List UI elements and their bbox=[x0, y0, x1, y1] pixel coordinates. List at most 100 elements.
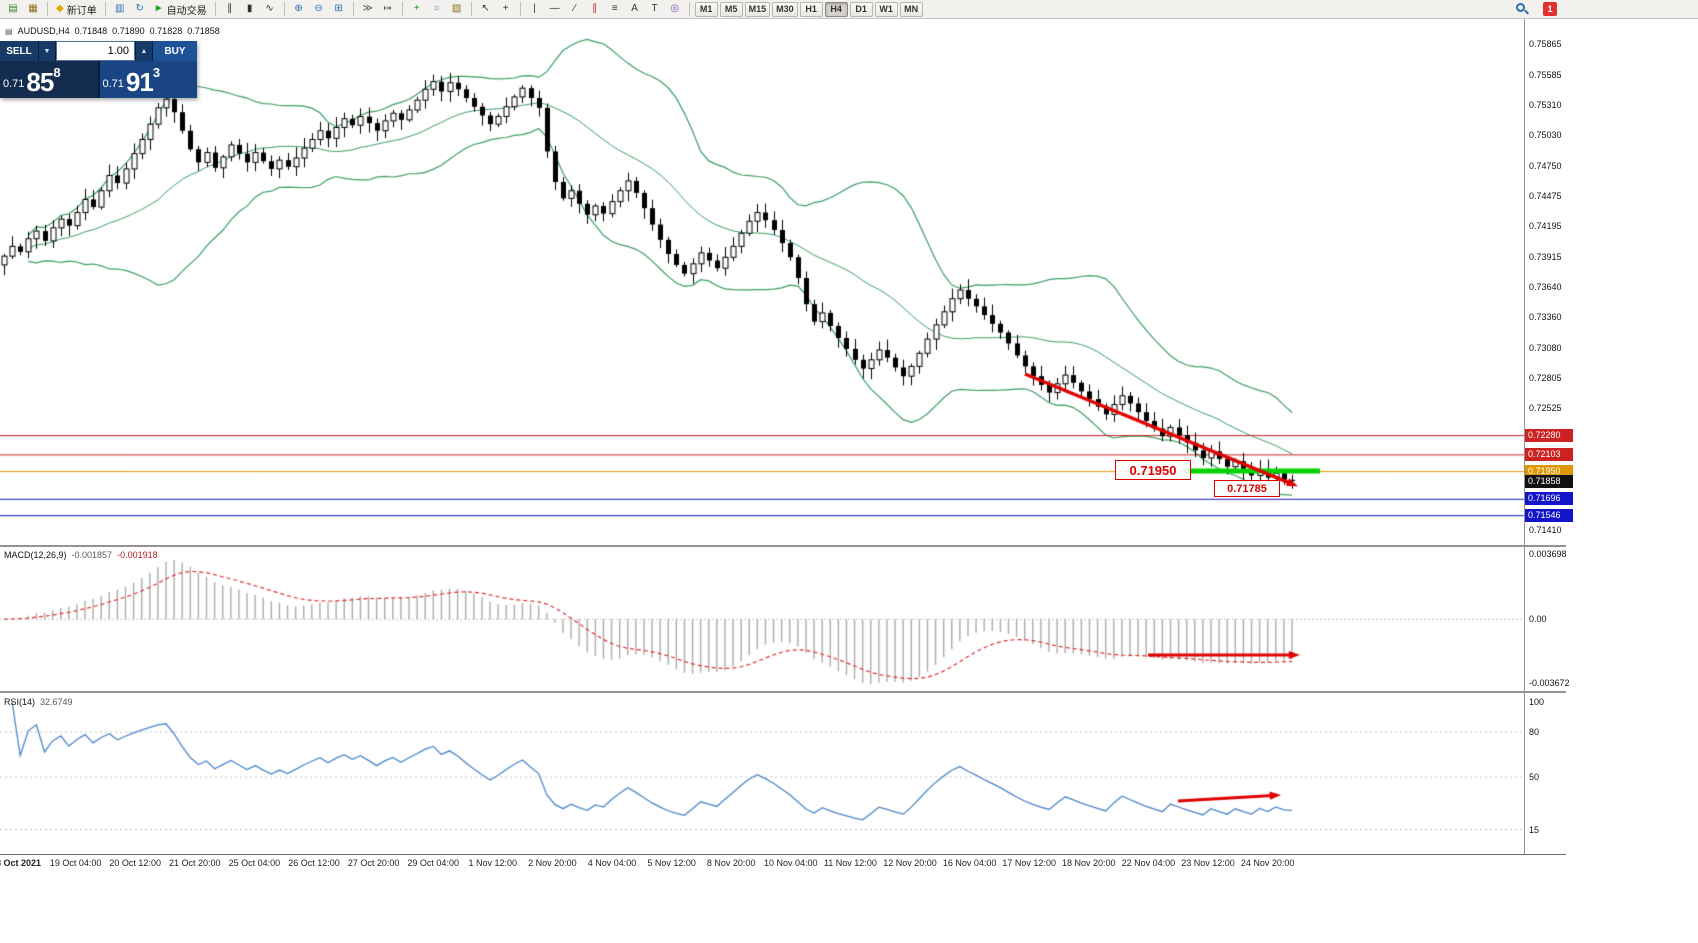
template-icon-glyph: ▨ bbox=[451, 3, 462, 14]
timeframe-m15[interactable]: M15 bbox=[744, 1, 771, 17]
new-order-button-glyph: ◆ bbox=[56, 3, 64, 14]
macd-axis-label: 0.003698 bbox=[1529, 549, 1567, 559]
text-icon-glyph: A bbox=[631, 3, 638, 14]
channel-icon[interactable]: ∥ bbox=[586, 1, 604, 17]
price-annotation-71950[interactable]: 0.71950 bbox=[1115, 460, 1191, 480]
fibonacci-icon[interactable]: ≡ bbox=[606, 1, 624, 17]
price-axis-label: 0.73915 bbox=[1529, 251, 1562, 262]
cursor-icon-glyph: ↖ bbox=[481, 3, 490, 14]
time-axis-label: 22 Nov 04:00 bbox=[1121, 858, 1176, 868]
auto-scroll-icon[interactable]: ≫ bbox=[359, 1, 377, 17]
chart-shift-icon[interactable]: ↦ bbox=[379, 1, 397, 17]
price-annotation-71785[interactable]: 0.71785 bbox=[1214, 480, 1280, 497]
tile-windows-icon[interactable]: ⊞ bbox=[330, 1, 348, 17]
period-icon[interactable]: ○ bbox=[428, 1, 446, 17]
toolbar-separator bbox=[47, 2, 48, 16]
symbol-close: 0.71858 bbox=[187, 26, 220, 36]
price-badge-0.71858: 0.71858 bbox=[1525, 474, 1573, 488]
rsi-axis-label: 50 bbox=[1529, 772, 1540, 782]
symbol-high: 0.71890 bbox=[112, 26, 145, 36]
price-axis-line bbox=[1524, 19, 1525, 855]
buy-price-sup: 3 bbox=[152, 65, 161, 80]
symbol-low: 0.71828 bbox=[149, 26, 183, 36]
bar-chart-icon[interactable]: ∥ bbox=[221, 1, 239, 17]
macd-panel-divider[interactable] bbox=[0, 545, 1566, 547]
notification-badge[interactable]: 1 bbox=[1543, 2, 1557, 16]
horizontal-line-icon[interactable]: — bbox=[546, 1, 564, 17]
profiles-icon-glyph: ▦ bbox=[28, 3, 38, 14]
chart-shift-icon-glyph: ↦ bbox=[383, 3, 392, 14]
line-chart-icon[interactable]: ∿ bbox=[261, 1, 279, 17]
new-order-button[interactable]: ◆ 新订单 bbox=[53, 1, 100, 17]
buy-button[interactable]: BUY bbox=[153, 41, 197, 61]
macd-signal-value: -0.001918 bbox=[117, 550, 158, 560]
volume-up-button[interactable]: ▲ bbox=[135, 41, 153, 61]
timeframe-m30[interactable]: M30 bbox=[772, 1, 798, 17]
template-icon[interactable]: ▨ bbox=[448, 1, 466, 17]
volume-input[interactable]: 1.00 bbox=[56, 41, 135, 61]
timeframe-m1[interactable]: M1 bbox=[694, 1, 718, 17]
price-axis-label: 0.74195 bbox=[1529, 221, 1562, 232]
timeframe-m5[interactable]: M5 bbox=[719, 1, 743, 17]
one-click-trading-panel: SELL ▼ 1.00 ▲ BUY 0.71 85 8 0.71 91 3 bbox=[0, 41, 197, 98]
autotrade-button[interactable]: ► 自动交易 bbox=[151, 1, 210, 17]
toolbar-separator bbox=[214, 2, 216, 16]
zoom-out-icon[interactable]: ⊖ bbox=[310, 1, 328, 17]
toolbar-separator bbox=[104, 2, 106, 16]
trendline-icon[interactable]: ∕ bbox=[566, 1, 584, 17]
zoom-out-icon-glyph: ⊖ bbox=[314, 3, 323, 14]
buy-price[interactable]: 0.71 91 3 bbox=[99, 61, 197, 98]
toolbar-separator bbox=[470, 2, 472, 16]
sell-button[interactable]: SELL bbox=[0, 41, 38, 61]
candlestick-chart-icon[interactable]: ▮ bbox=[241, 1, 259, 17]
sell-price-sup: 8 bbox=[53, 65, 61, 80]
candlestick-chart-icon-glyph: ▮ bbox=[246, 3, 253, 14]
volume-down-button[interactable]: ▼ bbox=[38, 41, 56, 61]
rsi-value: 32.6749 bbox=[40, 697, 73, 707]
cursor-icon[interactable]: ↖ bbox=[477, 1, 495, 17]
add-indicator-icon[interactable]: + bbox=[408, 1, 426, 17]
add-indicator-icon-glyph: + bbox=[413, 3, 420, 14]
line-chart-icon-glyph: ∿ bbox=[265, 3, 274, 14]
symbol-name: AUDUSD,H4 bbox=[17, 26, 70, 36]
zoom-in-icon[interactable]: ⊕ bbox=[290, 1, 308, 17]
time-axis-label: 19 Oct 04:00 bbox=[49, 858, 102, 868]
trendline-icon-glyph: ∕ bbox=[573, 3, 576, 14]
vertical-line-icon[interactable]: | bbox=[526, 1, 544, 17]
profiles-icon[interactable]: ▦ bbox=[24, 1, 42, 17]
rsi-axis-label: 80 bbox=[1529, 727, 1540, 737]
price-axis-label: 0.73640 bbox=[1529, 281, 1562, 292]
buy-price-main: 0.71 bbox=[102, 78, 124, 90]
price-axis-label: 0.71410 bbox=[1529, 525, 1562, 535]
time-axis-line bbox=[0, 854, 1566, 855]
time-axis-label: 27 Oct 20:00 bbox=[347, 858, 400, 868]
main-toolbar: ▤ ▦ ◆ 新订单 ▥ ↻ ► 自动交易 ∥ ▮ ∿ ⊕ ⊖ ⊞ ≫ ↦ + ○ ▨ ↖ + | — ∕ ∥ ≡ A T ◎ M1 M5 M1… bbox=[0, 0, 1698, 19]
search-icon[interactable] bbox=[1516, 3, 1529, 16]
crosshair-icon[interactable]: + bbox=[497, 1, 515, 17]
text-icon[interactable]: A bbox=[626, 1, 644, 17]
timeframe-h1[interactable]: H1 bbox=[799, 1, 823, 17]
price-axis-label: 0.75310 bbox=[1529, 99, 1562, 110]
toolbar-separator bbox=[688, 2, 690, 16]
price-axis-label: 0.75865 bbox=[1529, 39, 1562, 49]
timeframe-h4[interactable]: H4 bbox=[824, 1, 848, 17]
sell-price-main: 0.71 bbox=[3, 78, 25, 90]
refresh-icon[interactable]: ↻ bbox=[131, 1, 149, 17]
chart-windows-icon[interactable]: ▥ bbox=[111, 1, 129, 17]
rsi-panel-divider[interactable] bbox=[0, 691, 1566, 693]
chart-windows-icon-glyph: ▥ bbox=[114, 3, 125, 14]
text-label-icon[interactable]: T bbox=[646, 1, 664, 17]
sell-price[interactable]: 0.71 85 8 bbox=[0, 61, 100, 98]
timeframe-mn[interactable]: MN bbox=[899, 1, 923, 17]
price-badge-0.71546: 0.71546 bbox=[1525, 508, 1573, 522]
timeframe-w1[interactable]: W1 bbox=[874, 1, 898, 17]
time-axis-label: 23 Nov 12:00 bbox=[1181, 858, 1235, 868]
new-chart-icon[interactable]: ▤ bbox=[4, 1, 22, 17]
new-order-button-label: 新订单 bbox=[66, 5, 97, 17]
new-chart-icon-glyph: ▤ bbox=[8, 3, 18, 14]
price-axis-label: 0.73080 bbox=[1529, 342, 1562, 353]
macd-name: MACD(12,26,9) bbox=[4, 550, 67, 560]
timeframe-d1[interactable]: D1 bbox=[849, 1, 873, 17]
arrows-icon[interactable]: ◎ bbox=[666, 1, 684, 17]
